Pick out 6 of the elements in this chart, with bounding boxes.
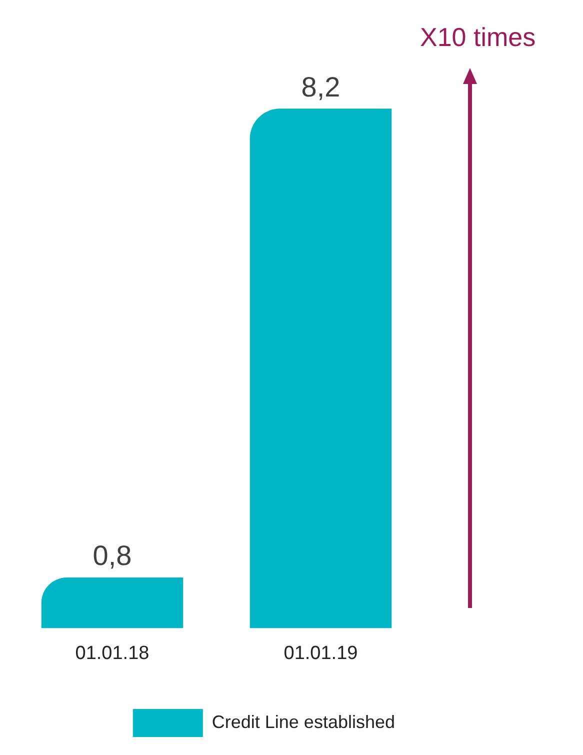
data-label: 8,2 <box>301 71 340 102</box>
x-tick-label: 01.01.18 <box>75 642 150 664</box>
x-tick-label: 01.01.19 <box>284 642 358 664</box>
text: X10 times <box>420 22 536 53</box>
data-label: 0,8 <box>92 540 132 572</box>
legend-label: Credit Line established <box>212 712 396 732</box>
